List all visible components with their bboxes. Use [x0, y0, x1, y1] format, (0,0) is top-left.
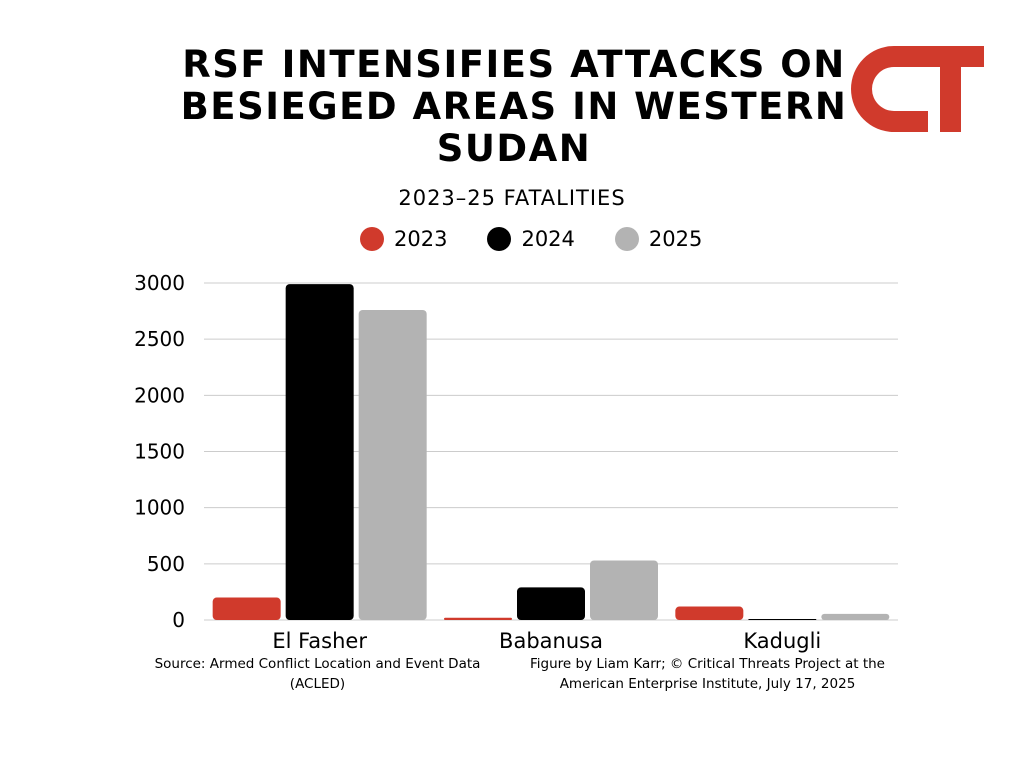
bar-el-fasher-2023: [212, 597, 281, 620]
bar-el-fasher-2024: [285, 284, 354, 620]
chart-title: RSF INTENSIFIES ATTACKS ON BESIEGED AREA…: [180, 43, 848, 170]
x-category-label: Babanusa: [499, 629, 603, 653]
legend-label-2024: 2024: [521, 227, 575, 251]
x-axis-categories: El Fasher Babanusa Kadugli: [272, 629, 821, 653]
y-tick-label: 2000: [134, 383, 185, 407]
y-tick-label: 3000: [134, 271, 185, 295]
y-tick-label: 500: [147, 552, 185, 576]
bar-babanusa-2023: [444, 617, 512, 620]
source-note: Source: Armed Conflict Location and Even…: [154, 656, 481, 692]
x-category-label: Kadugli: [743, 629, 821, 653]
bar-babanusa-2025: [590, 560, 658, 620]
y-tick-label: 2500: [134, 327, 185, 351]
legend-item-2024: 2024: [487, 227, 575, 251]
legend-swatch-2023: [360, 227, 384, 251]
bars: [212, 284, 890, 620]
credit-note: Figure by Liam Karr; © Critical Threats …: [530, 656, 885, 692]
y-tick-label: 0: [172, 608, 185, 632]
ct-logo-icon: [851, 46, 984, 132]
legend-label-2023: 2023: [394, 227, 448, 251]
legend-item-2025: 2025: [614, 227, 703, 251]
y-tick-label: 1000: [134, 496, 185, 520]
bar-babanusa-2024: [517, 587, 585, 620]
x-category-label: El Fasher: [272, 629, 367, 653]
y-tick-label: 1500: [134, 440, 185, 464]
bar-el-fasher-2025: [358, 309, 427, 620]
chart-subtitle: 2023–25 FATALITIES: [398, 186, 626, 210]
legend-swatch-2024: [487, 227, 512, 251]
legend-label-2025: 2025: [648, 227, 703, 251]
legend-item-2023: 2023: [360, 227, 447, 251]
legend: 2023 2024 2025: [360, 227, 702, 251]
bar-kadugli-2024: [748, 619, 817, 620]
bar-kadugli-2025: [821, 613, 890, 620]
bar-kadugli-2023: [675, 606, 744, 620]
y-axis-ticks: 0 500 1000 1500 2000 2500 3000: [134, 271, 185, 632]
ct-logo: [842, 44, 984, 138]
legend-swatch-2025: [614, 227, 639, 251]
